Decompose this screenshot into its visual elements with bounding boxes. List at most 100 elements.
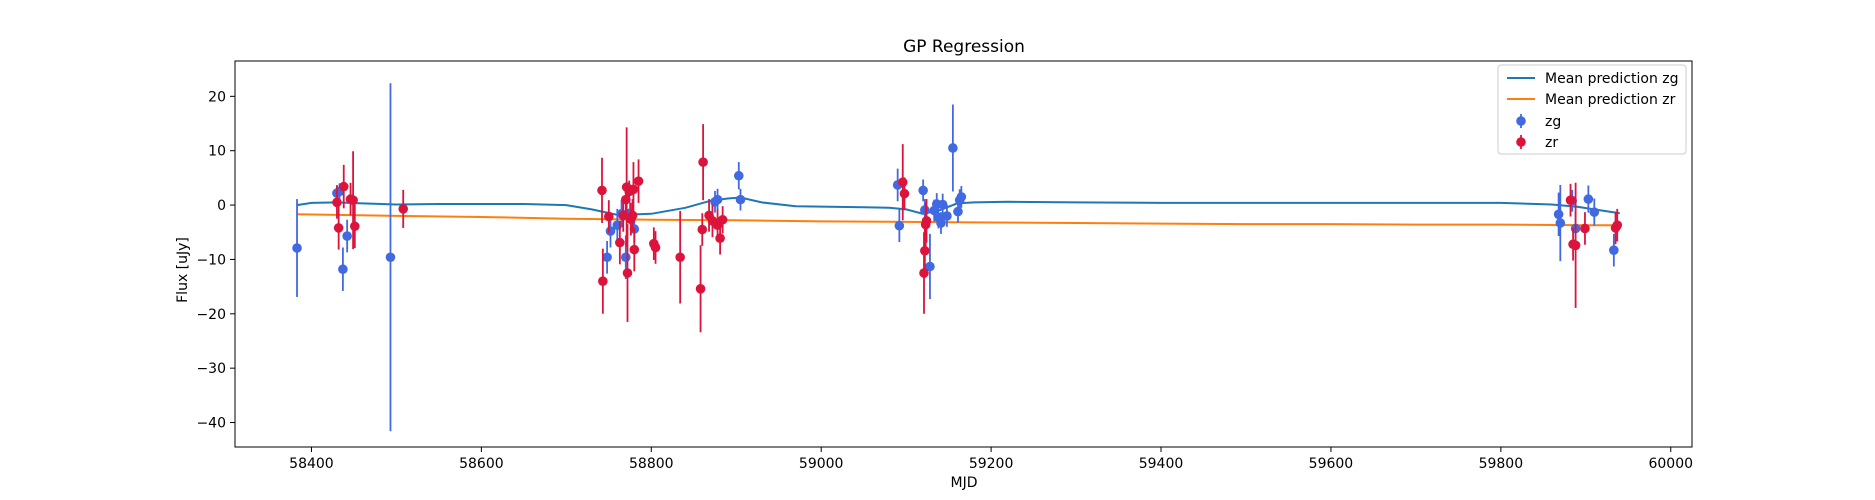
marker: [597, 185, 607, 196]
data-point-zr: [695, 245, 706, 333]
marker: [622, 268, 633, 278]
marker: [712, 194, 723, 205]
y-axis-label: Flux [uJy]: [175, 237, 191, 303]
data-point-zr: [597, 157, 607, 224]
data-point-zr: [1580, 212, 1590, 245]
marker: [925, 261, 935, 272]
data-point-zg: [1589, 198, 1600, 226]
marker: [1565, 195, 1576, 205]
x-tick-label: 58800: [629, 456, 674, 472]
x-tick-label: 59400: [1139, 456, 1184, 472]
data-point-zr: [1612, 208, 1623, 242]
data-point-zg: [925, 233, 935, 300]
data-point-zr: [1565, 183, 1576, 217]
legend-label: zg: [1545, 114, 1561, 130]
marker: [620, 252, 631, 263]
mean-line-zg: [296, 196, 1620, 216]
data-point-zr: [697, 213, 708, 246]
data-point-zg: [602, 240, 612, 274]
data-point-zr: [650, 231, 661, 264]
marker: [598, 276, 608, 286]
x-tick-label: 59000: [799, 456, 844, 472]
marker: [695, 283, 706, 294]
plot-clip-group: [292, 83, 1623, 432]
data-point-zg: [942, 205, 952, 227]
marker: [1583, 194, 1594, 204]
data-point-zg: [342, 219, 352, 253]
data-point-zr: [349, 204, 360, 249]
legend: Mean prediction zg Mean prediction zr zg zr: [1497, 64, 1687, 155]
data-point-zg: [1583, 185, 1594, 213]
marker: [735, 194, 746, 205]
y-tick-label: 20: [208, 89, 226, 105]
marker: [1555, 218, 1566, 228]
legend-box: [1497, 64, 1687, 155]
y-tick-label: −10: [196, 252, 226, 268]
x-tick-label: 58400: [289, 456, 334, 472]
y-tick-label: 10: [208, 144, 226, 160]
data-point-zr: [633, 159, 644, 203]
data-point-zg: [733, 162, 744, 190]
legend-label: zr: [1545, 135, 1558, 151]
data-point-zg: [894, 209, 905, 243]
marker: [633, 176, 644, 186]
data-point-zg: [948, 104, 958, 192]
data-point-zr: [1570, 182, 1581, 308]
marker: [948, 143, 958, 153]
marker: [1570, 240, 1581, 251]
data-point-zg: [918, 179, 928, 202]
axes: 58400 58600 58800 59000 59200 59400 59600 59800…: [196, 60, 1693, 472]
legend-marker-swatch: [1516, 116, 1526, 126]
marker: [956, 192, 967, 202]
y-tick-label: −30: [196, 361, 226, 377]
x-axis-label: MJD: [951, 475, 978, 491]
data-point-zg: [937, 193, 948, 216]
data-point-zr: [604, 200, 614, 233]
marker: [342, 231, 352, 241]
data-point-zr: [717, 206, 728, 234]
marker: [942, 211, 952, 221]
legend-label: Mean prediction zr: [1545, 92, 1676, 108]
data-point-zr: [899, 177, 910, 210]
marker: [333, 223, 344, 233]
mean-line-zr: [296, 213, 1620, 227]
x-tick-label: 58600: [459, 456, 504, 472]
data-point-zg: [385, 83, 396, 432]
marker: [936, 218, 946, 228]
data-point-zr: [398, 189, 409, 228]
data-point-zg: [292, 199, 302, 297]
data-point-zg: [338, 247, 348, 291]
data-point-zg: [712, 188, 723, 211]
legend-marker-swatch: [1516, 137, 1526, 147]
data-point-zg: [1553, 192, 1564, 237]
x-tick-label: 59800: [1479, 456, 1524, 472]
marker: [1609, 245, 1619, 255]
data-point-zg: [1609, 233, 1619, 267]
y-tick-label: −20: [196, 307, 226, 323]
marker: [894, 220, 905, 231]
marker: [899, 188, 910, 199]
marker: [698, 157, 708, 167]
marker: [897, 177, 908, 188]
data-point-zr: [598, 248, 608, 314]
data-point-zr: [698, 124, 708, 201]
marker: [920, 245, 930, 256]
data-point-zr: [629, 227, 640, 272]
marker: [398, 204, 409, 214]
marker: [602, 252, 612, 263]
marker: [348, 195, 358, 205]
chart-title: GP Regression: [903, 37, 1025, 57]
marker: [1553, 209, 1564, 220]
data-point-zr: [628, 162, 639, 217]
x-tick-label: 60000: [1648, 456, 1693, 472]
marker: [1580, 223, 1590, 234]
data-point-zr: [338, 164, 349, 209]
marker: [921, 216, 932, 226]
marker: [1612, 220, 1623, 230]
marker: [338, 181, 349, 192]
marker: [332, 197, 342, 208]
y-tick-label: −40: [196, 416, 226, 432]
data-point-zg: [936, 212, 946, 234]
data-point-zr: [615, 220, 625, 265]
marker: [675, 252, 685, 263]
